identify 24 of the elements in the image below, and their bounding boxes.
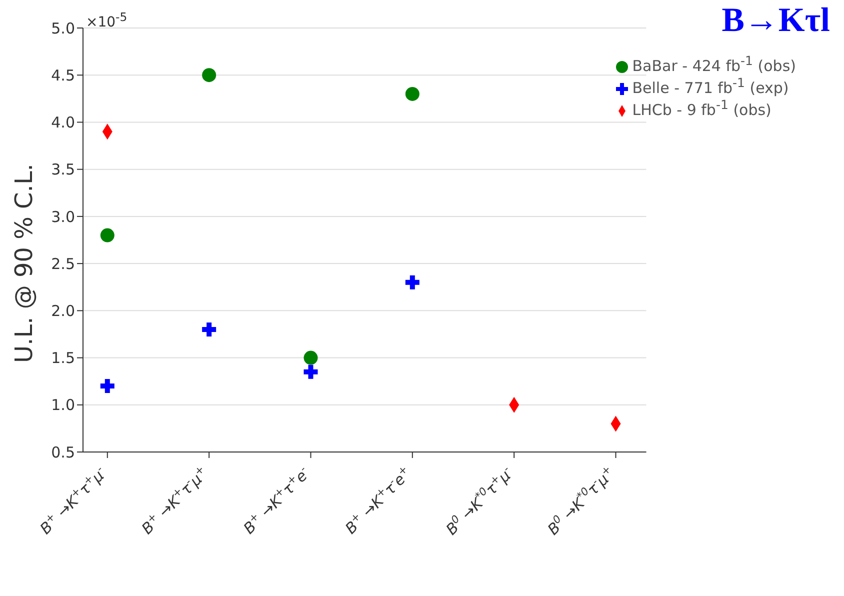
y-tick-label: 1.5	[51, 349, 75, 368]
y-axis-title: U.L. @ 90 % C.L.	[10, 164, 38, 363]
y-tick-label: 5.0	[51, 19, 75, 38]
y-tick-label: 0.5	[51, 443, 75, 462]
legend-label: Belle - 771 fb$^{-1}$ (exp)	[632, 75, 789, 97]
y-tick-label: 2.0	[51, 302, 75, 320]
legend-label: LHCb - 9 fb$^{-1}$ (obs)	[632, 97, 772, 119]
y-tick-label: 3.0	[51, 208, 75, 226]
point	[100, 228, 114, 242]
legend-label: BaBar - 424 fb$^{-1}$ (obs)	[632, 53, 796, 75]
y-tick-label: 2.5	[51, 254, 75, 273]
point	[304, 364, 318, 379]
point	[202, 68, 216, 82]
y-tick-label: 4.0	[51, 114, 75, 132]
point	[100, 379, 114, 394]
y-tick-label: 1.0	[51, 396, 75, 414]
point	[405, 86, 420, 101]
y-tick-label: 4.5	[51, 66, 75, 84]
point	[405, 275, 420, 290]
point	[304, 350, 318, 365]
y-tick-label: 3.5	[51, 160, 75, 179]
text: B→Kτl	[722, 2, 830, 40]
point	[202, 322, 216, 337]
annotation: ×10$^{-5}$	[86, 10, 128, 31]
